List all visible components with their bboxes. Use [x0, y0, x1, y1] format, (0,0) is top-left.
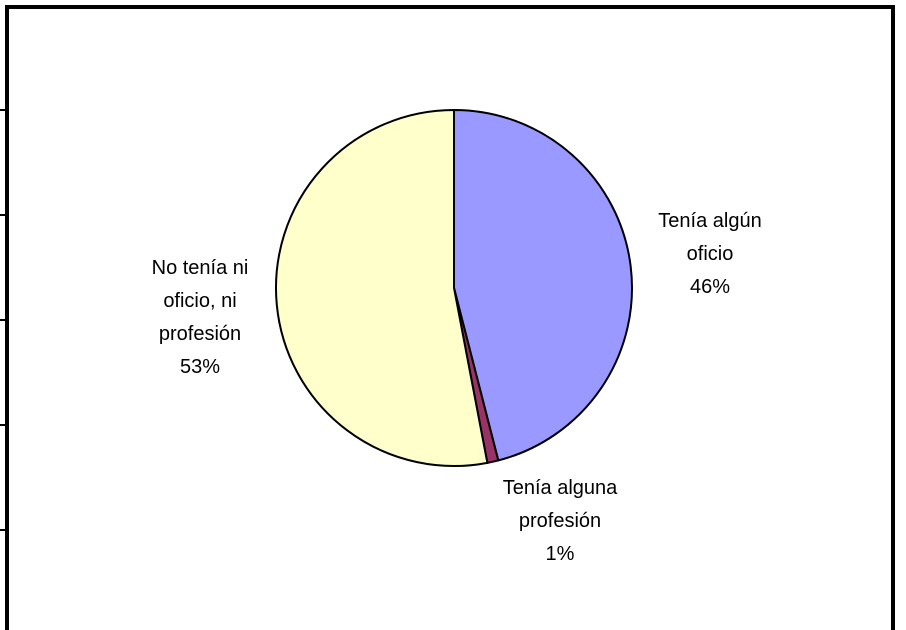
category-name: Tenía alguna profesión	[502, 477, 618, 532]
category-name: Tenía algún oficio	[658, 210, 762, 265]
pie-slice	[275, 108, 489, 467]
pie-slice	[453, 108, 633, 462]
slice-label: Tenía alguna profesión 1%	[490, 472, 630, 571]
slice-label: Tenía algún oficio 46%	[640, 205, 780, 304]
category-name: No tenía ni oficio, ni profesión	[151, 257, 249, 345]
value-label: 1%	[545, 543, 575, 565]
value-label: 46%	[689, 276, 731, 298]
value-label: 53%	[179, 356, 221, 378]
frame	[5, 5, 895, 630]
slice-label: No tenía ni oficio, ni profesión 53%	[130, 252, 270, 384]
